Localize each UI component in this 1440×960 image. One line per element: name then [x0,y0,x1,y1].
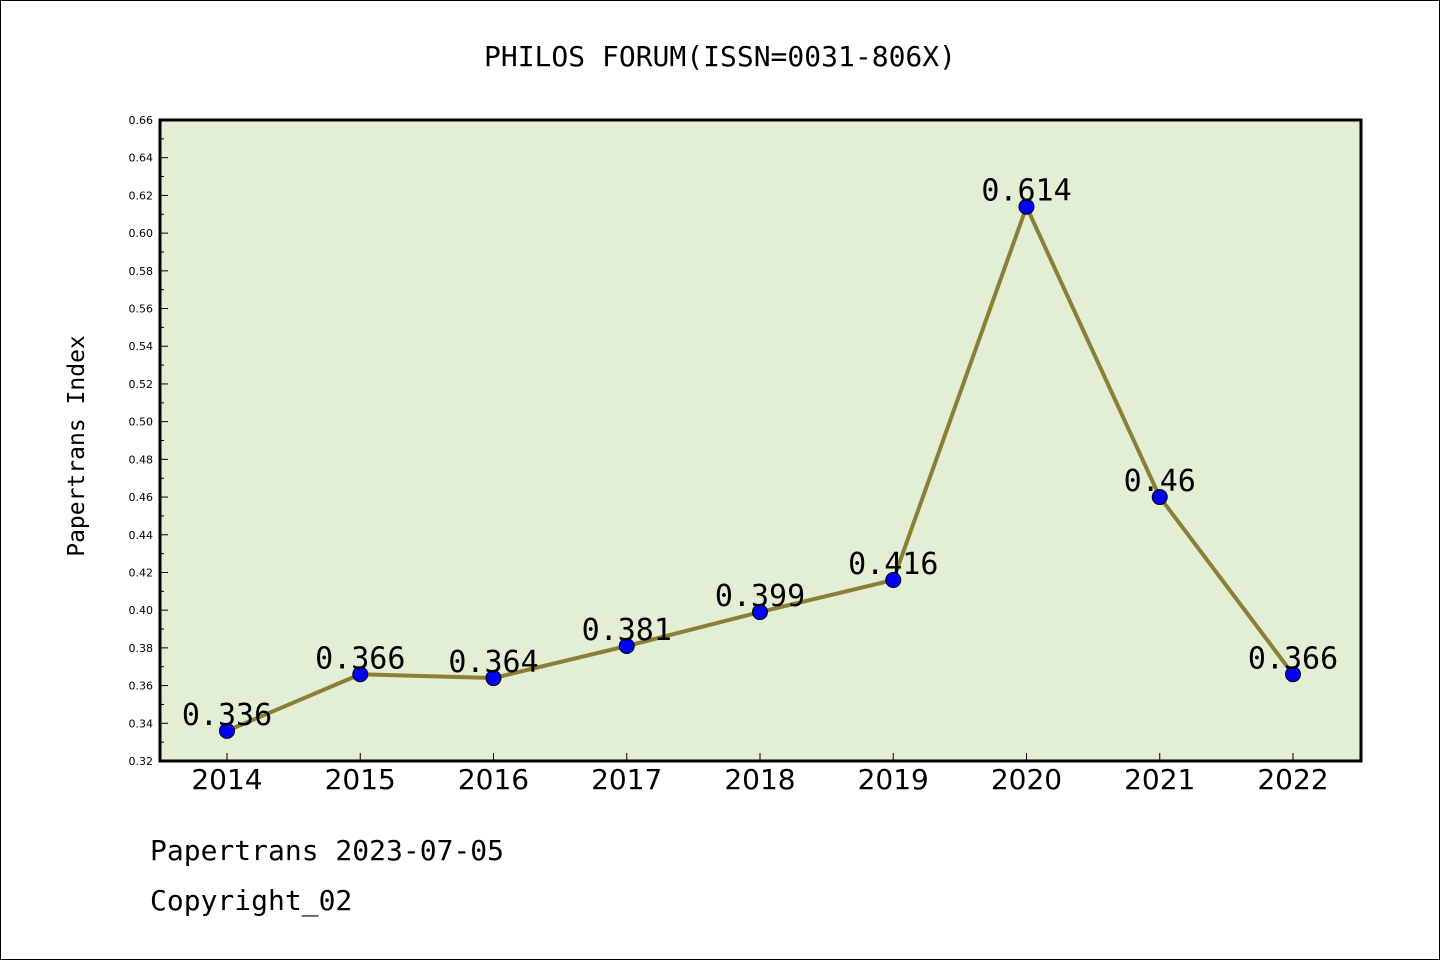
y-axis: 0.32 0.34 0.36 0.38 0.40 0.42 0.44 0.46 0.48 0.50… [129,114,168,768]
x-axis: 2014 2015 2016 2017 2018 2019 2020 2021 2022 [191,753,1329,796]
y-tick-label: 0.62 [129,189,154,202]
data-point-marker [352,666,369,683]
data-point-marker [219,722,235,739]
y-tick-label: 0.52 [129,378,154,391]
y-tick-label: 0.38 [129,642,154,655]
data-label: 0.366 [1248,641,1338,676]
y-tick-label: 0.36 [129,680,154,693]
x-tick-label: 2020 [991,763,1062,796]
y-tick-label: 0.46 [129,491,154,504]
y-tick-label: 0.42 [129,566,154,579]
data-point-marker [618,637,635,654]
data-label: 0.366 [315,641,405,676]
x-tick-label: 2022 [1257,763,1328,796]
x-tick-label: 2015 [325,763,396,796]
y-tick-label: 0.58 [129,265,154,278]
y-tick-label: 0.50 [129,416,154,429]
data-label: 0.364 [448,645,538,680]
x-tick-label: 2019 [858,763,929,796]
y-tick-label: 0.32 [129,755,154,768]
plot-area [158,118,1363,763]
data-point-marker [885,572,902,589]
data-label: 0.399 [715,579,805,614]
y-axis-label: Papertrans Index [64,335,90,557]
y-tick-label: 0.64 [129,152,154,165]
x-tick-label: 2021 [1124,763,1195,796]
data-labels-group: 0.336 0.366 0.364 0.381 0.399 0.416 0.614 0.46 0… [182,174,1338,733]
footer-copyright: Copyright_02 [150,884,353,917]
data-point-marker [485,670,502,687]
y-tick-label: 0.34 [129,717,154,730]
series-group [219,198,1301,739]
data-point-marker [1018,198,1035,215]
data-point-marker [752,604,768,621]
data-label: 0.416 [848,547,938,582]
data-label: 0.381 [582,613,672,648]
y-tick-label: 0.56 [129,303,154,316]
data-point-marker [1151,489,1168,506]
data-label: 0.336 [182,698,272,733]
footer-date: Papertrans 2023-07-05 [150,834,505,867]
chart-title: PHILOS FORUM(ISSN=0031-806X) [484,40,956,73]
y-tick-label: 0.48 [129,453,154,466]
x-tick-label: 2017 [591,763,662,796]
y-tick-label: 0.44 [129,529,154,542]
y-tick-label: 0.40 [129,604,154,617]
x-tick-label: 2018 [724,763,795,796]
data-point-marker [1285,666,1301,683]
y-tick-label: 0.54 [129,340,154,353]
x-tick-label: 2016 [458,763,529,796]
y-tick-label: 0.66 [129,114,154,127]
data-label: 0.614 [981,174,1071,209]
x-tick-label: 2014 [191,763,262,796]
data-label: 0.46 [1124,464,1196,499]
y-tick-label: 0.60 [129,227,154,240]
